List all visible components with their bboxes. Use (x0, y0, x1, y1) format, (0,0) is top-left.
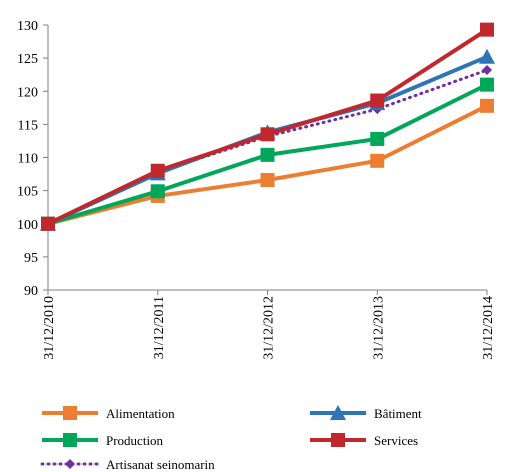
y-tick-label: 95 (24, 251, 38, 266)
series-alimentation (41, 98, 494, 231)
legend-label: Artisanat seinomarin (106, 457, 215, 472)
data-point (370, 93, 385, 108)
series-services (41, 22, 494, 231)
legend-label: Services (374, 433, 418, 448)
data-point (480, 98, 494, 113)
legend-item: Bâtiment (310, 405, 422, 421)
legend-item: Alimentation (42, 406, 175, 421)
y-tick-label: 90 (24, 284, 38, 299)
data-point (150, 163, 165, 178)
y-tick-label: 120 (17, 85, 38, 100)
series-production (41, 77, 494, 231)
y-tick-label: 100 (17, 218, 38, 233)
legend-marker (65, 459, 75, 469)
y-tick-label: 115 (18, 118, 38, 133)
x-tick-label: 31/12/2010 (42, 296, 57, 360)
legend-label: Production (106, 433, 164, 448)
data-point (260, 127, 275, 142)
y-axis-ticks: 90 95 100 105 110 115 120 125 130 (17, 19, 48, 299)
data-point (480, 22, 494, 37)
y-tick-label: 105 (17, 185, 38, 200)
legend-marker (63, 406, 77, 420)
x-tick-label: 31/12/2012 (262, 296, 277, 360)
chart-legend: Alimentation Bâtiment Production Services Ar… (40, 405, 422, 472)
data-point (150, 184, 165, 199)
x-tick-label: 31/12/2011 (152, 296, 167, 359)
data-point (370, 131, 385, 146)
x-axis-ticks: 31/12/2010 31/12/2011 31/12/2012 31/12/2013… (42, 290, 496, 360)
data-point (260, 147, 275, 162)
y-tick-label: 125 (17, 52, 38, 67)
chart-series (40, 22, 495, 231)
data-point (480, 77, 494, 92)
legend-item: Services (310, 433, 418, 448)
data-point (482, 65, 492, 76)
legend-marker (330, 405, 346, 420)
data-point (370, 153, 385, 168)
x-tick-label: 31/12/2014 (481, 296, 496, 360)
legend-label: Alimentation (106, 406, 175, 421)
y-tick-label: 130 (17, 19, 38, 34)
data-point (479, 48, 495, 64)
x-tick-label: 31/12/2013 (371, 296, 386, 360)
legend-marker (63, 433, 77, 447)
legend-label: Bâtiment (374, 406, 422, 421)
data-point (260, 173, 275, 188)
series-line (46, 68, 489, 226)
y-tick-label: 110 (18, 152, 38, 167)
legend-marker (331, 433, 345, 447)
data-point (41, 216, 55, 231)
legend-item: Artisanat seinomarin (40, 457, 215, 472)
legend-item: Production (42, 433, 164, 448)
